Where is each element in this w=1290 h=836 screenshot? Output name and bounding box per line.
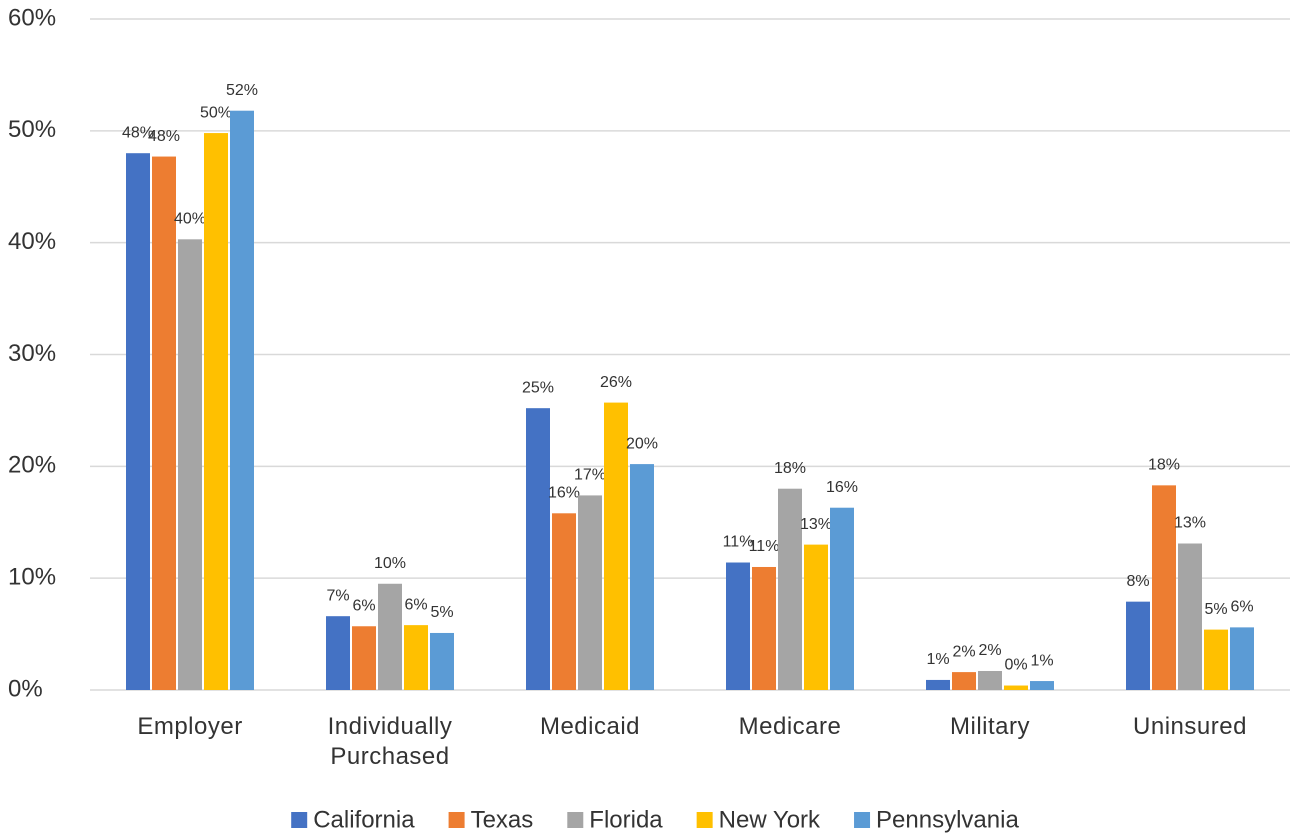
y-tick-label: 40% xyxy=(8,228,56,255)
legend-swatch xyxy=(567,812,584,828)
bar xyxy=(1204,629,1228,690)
value-label: 40% xyxy=(174,211,206,228)
legend-swatch xyxy=(696,812,713,828)
legend-swatch xyxy=(448,812,465,828)
bar xyxy=(830,507,854,690)
value-label: 8% xyxy=(1126,573,1149,590)
bar xyxy=(430,632,454,690)
y-tick-label: 50% xyxy=(8,116,56,143)
value-label: 16% xyxy=(548,485,580,502)
y-tick-label: 0% xyxy=(8,675,43,702)
value-label: 18% xyxy=(774,460,806,477)
value-label: 5% xyxy=(430,604,453,621)
x-tick-label: Uninsured xyxy=(1133,713,1247,740)
x-tick-label: Individually Purchased xyxy=(327,713,453,770)
bar xyxy=(1004,685,1028,690)
y-tick-label: 10% xyxy=(8,564,56,591)
bar xyxy=(126,153,150,690)
legend-swatch xyxy=(854,812,871,828)
bar xyxy=(352,626,376,690)
value-label: 16% xyxy=(826,479,858,496)
bar xyxy=(1152,485,1176,690)
bar xyxy=(726,562,750,690)
bar xyxy=(978,670,1002,690)
value-label: 6% xyxy=(352,597,375,614)
x-tick-label: Military xyxy=(950,713,1030,740)
value-label: 25% xyxy=(522,379,554,396)
legend-label: Texas xyxy=(471,806,534,833)
bar xyxy=(604,402,628,690)
x-tick-label: Medicare xyxy=(738,713,842,740)
value-label: 6% xyxy=(404,596,427,613)
bar xyxy=(926,679,950,690)
value-label: 1% xyxy=(926,651,949,668)
bar xyxy=(752,566,776,690)
bar xyxy=(1178,543,1202,690)
value-label: 48% xyxy=(148,128,180,145)
value-label: 50% xyxy=(200,104,232,121)
value-label: 13% xyxy=(800,516,832,533)
value-label: 10% xyxy=(374,555,406,572)
value-label: 6% xyxy=(1230,599,1253,616)
y-tick-label: 30% xyxy=(8,340,56,367)
legend-label: New York xyxy=(719,806,821,833)
value-label: 48% xyxy=(122,124,154,141)
bar xyxy=(204,133,228,690)
bar xyxy=(178,239,202,691)
bar xyxy=(526,408,550,690)
x-tick-label: Medicaid xyxy=(539,713,641,740)
value-label: 26% xyxy=(600,374,632,391)
bar xyxy=(952,672,976,690)
bar xyxy=(152,156,176,690)
y-tick-label: 20% xyxy=(8,452,56,479)
value-label: 7% xyxy=(326,587,349,604)
bar xyxy=(326,616,350,690)
value-label: 1% xyxy=(1030,652,1053,669)
bar xyxy=(1230,627,1254,690)
x-tick-label: Employer xyxy=(137,713,243,740)
value-label: 20% xyxy=(626,435,658,452)
bar xyxy=(230,110,254,691)
bar xyxy=(804,544,828,690)
bar xyxy=(630,464,654,690)
value-label: 18% xyxy=(1148,457,1180,474)
legend-swatch xyxy=(291,812,308,828)
value-label: 11% xyxy=(723,534,754,551)
bar xyxy=(378,583,402,690)
value-label: 17% xyxy=(574,467,606,484)
bar xyxy=(578,495,602,690)
legend-label: California xyxy=(313,806,415,833)
bar xyxy=(1126,601,1150,690)
bar xyxy=(552,513,576,690)
y-tick-label: 60% xyxy=(8,4,56,31)
legend-label: Florida xyxy=(589,806,663,833)
bar xyxy=(778,488,802,690)
value-label: 2% xyxy=(952,643,975,660)
legend-label: Pennsylvania xyxy=(876,806,1019,833)
value-label: 11% xyxy=(749,538,780,555)
value-label: 13% xyxy=(1174,515,1206,532)
bar xyxy=(1030,681,1054,690)
value-label: 5% xyxy=(1204,601,1227,618)
value-label: 2% xyxy=(978,642,1001,659)
value-label: 0% xyxy=(1004,657,1027,674)
value-label: 52% xyxy=(226,82,258,99)
bar xyxy=(404,625,428,690)
